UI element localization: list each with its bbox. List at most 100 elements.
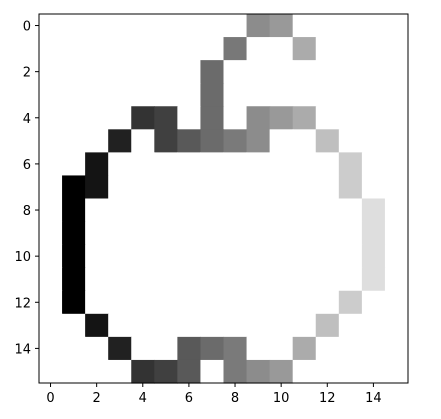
heatmap-cell	[85, 314, 109, 338]
heatmap-cell	[39, 360, 63, 384]
heatmap-cell	[200, 314, 224, 338]
heatmap-cell	[85, 268, 109, 292]
heatmap-cell	[316, 360, 340, 384]
heatmap-cell	[154, 199, 178, 223]
heatmap-cell	[85, 106, 109, 130]
heatmap-cell	[85, 222, 109, 246]
x-tick-label: 10	[273, 391, 290, 406]
heatmap-cell	[154, 83, 178, 107]
heatmap-cell	[85, 360, 109, 384]
heatmap-cell	[224, 199, 248, 223]
heatmap-cell	[316, 14, 340, 38]
heatmap-cell	[224, 129, 248, 153]
heatmap-cell	[270, 60, 294, 84]
heatmap-cell	[362, 222, 386, 246]
heatmap-cell	[108, 199, 132, 223]
heatmap-cell	[362, 199, 386, 223]
heatmap-cell	[62, 60, 86, 84]
heatmap-cell	[108, 175, 132, 199]
heatmap-cell	[316, 291, 340, 315]
heatmap-cell	[293, 222, 317, 246]
heatmap-cell	[39, 152, 63, 176]
heatmap-cell	[270, 152, 294, 176]
heatmap-cell	[200, 199, 224, 223]
heatmap-cell	[85, 337, 109, 361]
heatmap-cell	[224, 337, 248, 361]
heatmap-cell	[200, 14, 224, 38]
heatmap-cell	[247, 268, 271, 292]
heatmap-cell	[62, 199, 86, 223]
heatmap-cell	[362, 152, 386, 176]
heatmap-cell	[154, 360, 178, 384]
heatmap-cell	[385, 314, 409, 338]
heatmap-cell	[385, 199, 409, 223]
heatmap-cell	[62, 129, 86, 153]
heatmap-cell	[154, 291, 178, 315]
heatmap-cell	[362, 291, 386, 315]
heatmap-cell	[293, 291, 317, 315]
heatmap-cell	[177, 268, 201, 292]
heatmap-cell	[316, 175, 340, 199]
heatmap-cell	[62, 37, 86, 61]
heatmap-cell	[85, 60, 109, 84]
heatmap-cell	[385, 360, 409, 384]
y-tick-label: 12	[14, 296, 31, 311]
heatmap-cell	[62, 360, 86, 384]
heatmap-cell	[224, 152, 248, 176]
heatmap-cell	[131, 175, 155, 199]
heatmap-cell	[39, 60, 63, 84]
heatmap-cell	[293, 199, 317, 223]
heatmap-cell	[39, 14, 63, 38]
heatmap-cell	[339, 14, 363, 38]
heatmap-cell	[177, 291, 201, 315]
heatmap-cell	[339, 360, 363, 384]
heatmap-cell	[247, 291, 271, 315]
heatmap-cell	[247, 60, 271, 84]
heatmap-cell	[39, 175, 63, 199]
heatmap-cell	[108, 245, 132, 269]
heatmap-cell	[270, 245, 294, 269]
heatmap-cell	[39, 106, 63, 130]
heatmap-cell	[62, 152, 86, 176]
heatmap-cell	[131, 337, 155, 361]
heatmap-cell	[224, 175, 248, 199]
heatmap-cell	[270, 360, 294, 384]
heatmap-cell	[62, 14, 86, 38]
heatmap-cell	[316, 222, 340, 246]
heatmap-cell	[316, 245, 340, 269]
heatmap-cell	[108, 106, 132, 130]
y-tick-label: 10	[14, 250, 31, 265]
heatmap-cell	[62, 106, 86, 130]
heatmap-cell	[385, 337, 409, 361]
heatmap-cell	[131, 314, 155, 338]
heatmap-cell	[154, 60, 178, 84]
heatmap-cell	[131, 83, 155, 107]
heatmap-cell	[293, 337, 317, 361]
heatmap-cell	[62, 291, 86, 315]
heatmap-cell	[247, 106, 271, 130]
heatmap-cell	[293, 37, 317, 61]
heatmap-cell	[293, 245, 317, 269]
heatmap-cell	[224, 360, 248, 384]
heatmap-cell	[200, 360, 224, 384]
heatmap-cell	[316, 106, 340, 130]
heatmap-cell	[85, 14, 109, 38]
y-tick-label: 4	[23, 112, 31, 127]
y-tick-label: 0	[23, 20, 31, 35]
heatmap-cell	[339, 199, 363, 223]
heatmap-cell	[247, 175, 271, 199]
heatmap-cell	[385, 83, 409, 107]
heatmap-cell	[339, 37, 363, 61]
heatmap-cell	[85, 129, 109, 153]
heatmap-cell	[385, 152, 409, 176]
heatmap-cell	[108, 291, 132, 315]
heatmap-cell	[385, 106, 409, 130]
heatmap-cell	[177, 175, 201, 199]
heatmap-cell	[293, 83, 317, 107]
heatmap-cell	[131, 106, 155, 130]
heatmap-cell	[247, 245, 271, 269]
y-axis-ticks: 0 2 4 6 8 10 12 14	[14, 20, 39, 358]
heatmap-cell	[154, 152, 178, 176]
heatmap-cell	[200, 83, 224, 107]
